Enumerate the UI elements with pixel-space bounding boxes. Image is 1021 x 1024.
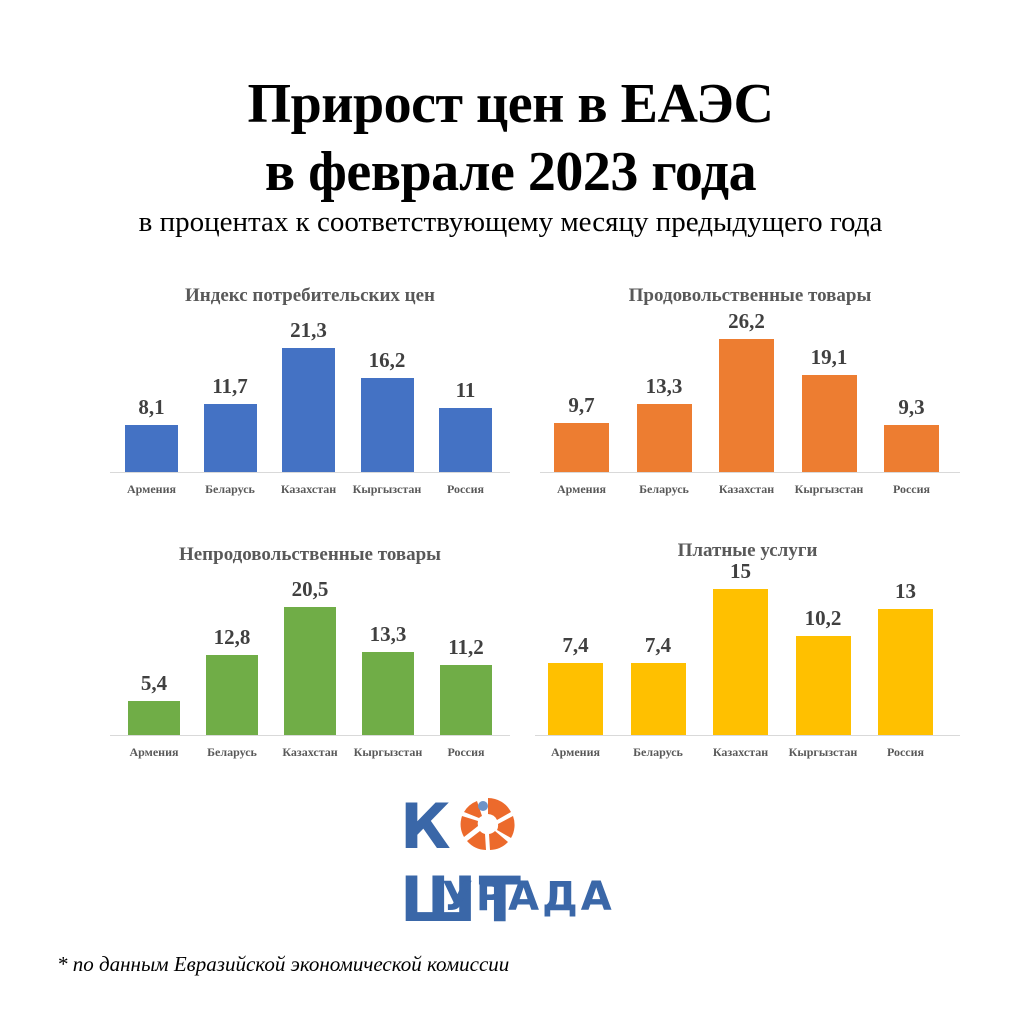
data-label: 5,4	[140, 671, 168, 695]
category-label: Беларусь	[207, 745, 257, 759]
data-label: 7,4	[562, 633, 589, 657]
data-label: 13	[895, 579, 916, 603]
data-label: 9,7	[568, 393, 595, 417]
logo-letters-sht: ШТ	[400, 863, 523, 936]
data-label: 15	[730, 559, 751, 583]
logo-wordmark: К ШТ	[400, 790, 640, 936]
chart-title: Непродовольственные товары	[178, 544, 442, 565]
bar	[719, 339, 774, 472]
logo-subtitle: УРАДА	[442, 874, 615, 920]
category-label: Россия	[886, 745, 925, 759]
chart-food: Продовольственные товары 9,7 Армения 13,3 Бе…	[540, 280, 960, 510]
bar	[282, 348, 335, 472]
data-label: 16,2	[368, 348, 406, 372]
bar	[713, 589, 768, 735]
source-footnote: * по данным Евразийской экономической ко…	[57, 952, 510, 976]
bar	[878, 609, 933, 735]
data-label: 13,3	[369, 622, 407, 646]
category-label: Россия	[446, 482, 485, 496]
bar	[125, 425, 178, 472]
bar	[636, 404, 692, 472]
bar	[284, 607, 336, 735]
bar	[439, 408, 492, 472]
bar	[360, 378, 414, 472]
data-label: 20,5	[291, 577, 329, 601]
page-title-line-1: Прирост цен в ЕАЭС	[247, 73, 774, 135]
page-subtitle: в процентах к соответствующему месяцу пр…	[138, 206, 883, 238]
chart-title: Индекс потребительских цен	[184, 285, 435, 306]
category-label: Армения	[557, 482, 606, 496]
bar	[554, 423, 609, 472]
bar	[206, 655, 258, 735]
bar	[440, 665, 492, 735]
category-label: Кыргызстан	[353, 745, 423, 759]
bar	[795, 636, 851, 735]
category-label: Кыргызстан	[794, 482, 864, 496]
x-axis-line	[110, 472, 510, 473]
category-label: Казахстан	[282, 745, 338, 759]
category-label: Казахстан	[718, 482, 775, 496]
category-label: Россия	[447, 745, 485, 759]
x-axis-line	[110, 735, 510, 736]
data-label: 11,2	[448, 635, 484, 659]
data-label: 11,7	[212, 374, 248, 398]
x-axis-line	[540, 472, 960, 473]
category-label: Кыргызстан	[788, 745, 858, 759]
bar	[128, 701, 180, 735]
chart-title: Продовольственные товары	[628, 285, 872, 306]
data-label: 19,1	[810, 345, 848, 369]
category-label: Казахстан	[280, 482, 337, 496]
chart-services: Платные услуги 7,4 Армения 7,4 Беларусь 15 Каз…	[535, 540, 960, 770]
bar	[630, 663, 686, 735]
category-label: Армения	[551, 745, 600, 759]
x-axis-line	[535, 735, 960, 736]
data-label: 9,3	[898, 395, 925, 419]
chart-nonfood: Непродовольственные товары 5,4 Армения 12,8…	[110, 540, 510, 770]
bar	[801, 375, 857, 472]
data-label: 8,1	[138, 395, 165, 419]
bar	[884, 425, 939, 472]
category-label: Россия	[892, 482, 931, 496]
data-label: 10,2	[804, 606, 842, 630]
category-label: Беларусь	[639, 482, 689, 496]
category-label: Казахстан	[712, 745, 769, 759]
category-label: Кыргызстан	[352, 482, 422, 496]
chart-title: Платные услуги	[677, 540, 818, 561]
logo-orange-wheel-icon	[453, 794, 523, 854]
category-label: Армения	[129, 745, 179, 759]
data-label: 12,8	[213, 625, 251, 649]
data-label: 7,4	[644, 633, 672, 657]
logo: К ШТ УРАДА	[400, 790, 640, 936]
page-title-line-2: в феврале 2023 года	[264, 141, 757, 203]
logo-letter-k: К	[400, 790, 453, 863]
data-label: 11	[455, 378, 476, 402]
category-label: Беларусь	[205, 482, 255, 496]
data-label: 13,3	[645, 374, 683, 398]
data-label: 21,3	[290, 318, 327, 342]
category-label: Армения	[127, 482, 176, 496]
category-label: Беларусь	[633, 745, 683, 759]
chart-cpi: Индекс потребительских цен 8,1 Армения 11,7…	[110, 280, 510, 510]
bar	[362, 652, 414, 735]
data-label: 26,2	[728, 309, 765, 333]
bar	[548, 663, 603, 735]
bar	[203, 404, 257, 472]
